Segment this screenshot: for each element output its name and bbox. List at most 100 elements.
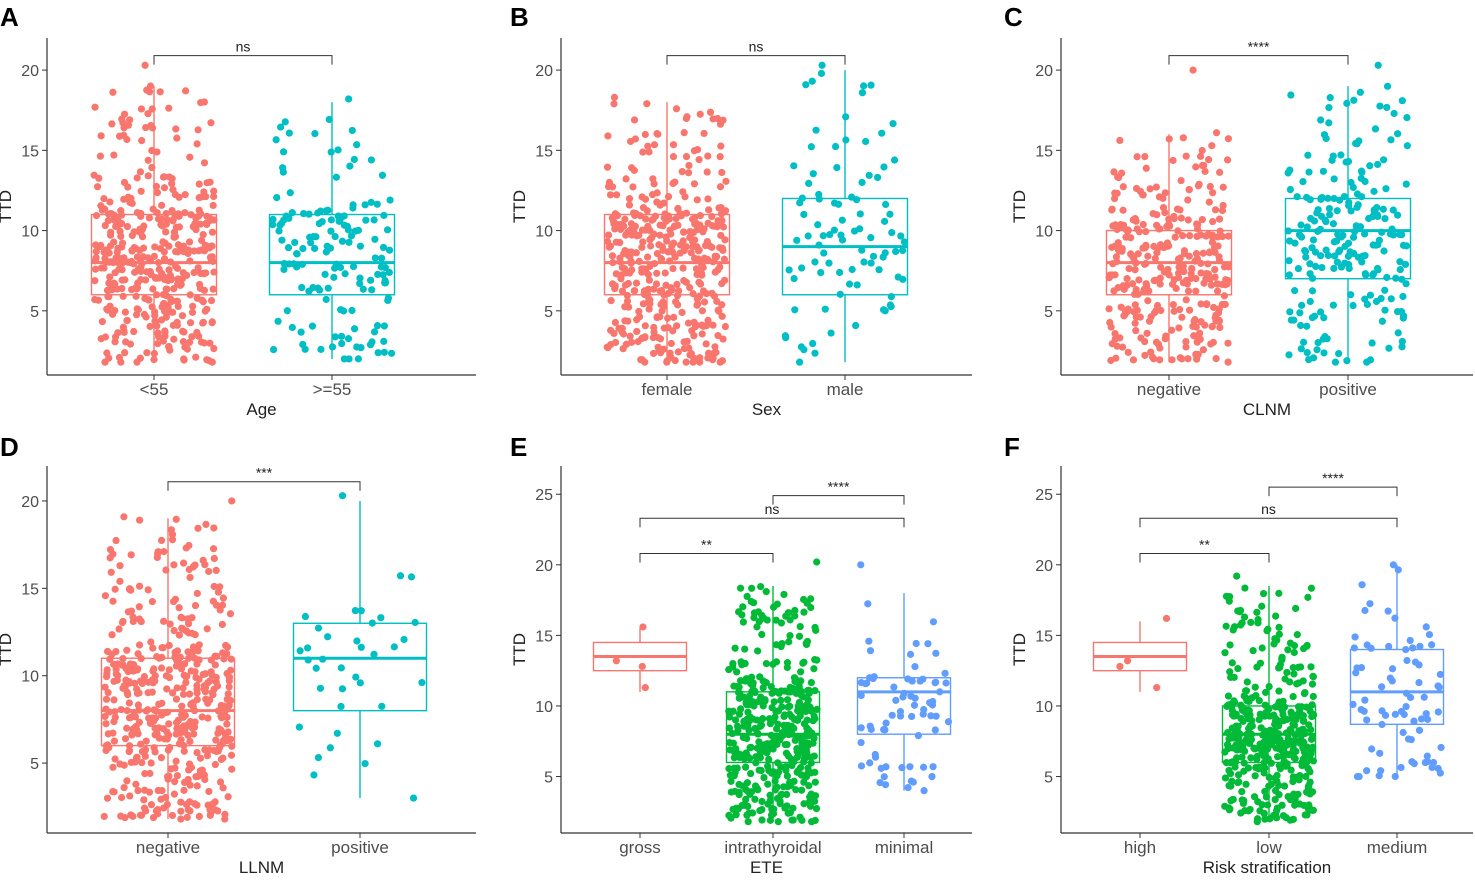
data-point <box>827 329 835 337</box>
data-point <box>1349 233 1358 241</box>
data-point <box>191 654 199 662</box>
data-point <box>1145 317 1154 325</box>
data-point <box>1261 787 1269 796</box>
data-point <box>154 786 162 795</box>
data-point <box>1221 774 1230 782</box>
data-point <box>282 212 290 220</box>
data-point <box>333 729 341 737</box>
data-point <box>305 210 313 218</box>
data-point <box>796 199 804 207</box>
data-point <box>349 204 357 212</box>
data-point <box>134 279 142 287</box>
data-point <box>639 148 647 156</box>
data-point <box>1243 697 1251 705</box>
data-point <box>137 187 145 195</box>
data-point <box>210 554 218 563</box>
data-point <box>716 244 724 252</box>
data-point <box>191 718 199 726</box>
data-point <box>750 613 758 622</box>
data-point <box>797 734 805 742</box>
data-point <box>172 730 180 738</box>
data-point <box>837 231 845 239</box>
data-point <box>811 687 819 695</box>
data-point <box>131 679 139 687</box>
data-point <box>1272 612 1280 620</box>
data-point <box>611 318 619 327</box>
data-point <box>182 544 190 552</box>
data-point <box>1233 572 1241 580</box>
data-point <box>186 573 194 582</box>
data-point <box>144 156 152 164</box>
data-point <box>1294 264 1303 273</box>
data-point <box>150 252 158 260</box>
data-point <box>1347 178 1355 187</box>
data-point <box>763 748 771 756</box>
data-point <box>1222 622 1230 630</box>
data-point <box>180 355 188 363</box>
data-point <box>1410 760 1418 768</box>
data-point <box>892 247 900 256</box>
data-point <box>125 699 133 707</box>
data-point <box>1223 702 1231 710</box>
data-point <box>165 641 173 650</box>
data-point <box>654 333 662 342</box>
data-point <box>1262 793 1271 801</box>
data-point <box>1151 309 1159 317</box>
data-point <box>141 294 149 303</box>
data-point <box>348 306 356 315</box>
data-point <box>107 209 115 218</box>
data-point <box>1152 183 1160 191</box>
data-point <box>196 220 204 228</box>
data-point <box>1293 193 1301 201</box>
data-point <box>860 258 868 266</box>
data-point <box>857 762 866 770</box>
data-point <box>1290 753 1298 762</box>
data-point <box>1184 216 1192 224</box>
data-point <box>653 249 661 258</box>
data-point <box>132 780 140 788</box>
data-point <box>135 641 144 649</box>
data-point <box>752 759 760 767</box>
data-point <box>603 163 612 171</box>
data-point <box>135 516 144 524</box>
data-point <box>745 717 753 725</box>
data-point <box>774 818 782 826</box>
data-point <box>210 268 218 276</box>
data-point <box>1384 607 1392 615</box>
data-point <box>1361 295 1369 303</box>
data-point <box>1198 161 1207 170</box>
data-point <box>206 805 214 814</box>
data-point <box>1321 216 1329 224</box>
data-point <box>378 254 386 262</box>
data-point <box>842 136 850 144</box>
data-point <box>1376 749 1384 757</box>
data-point <box>93 183 102 191</box>
data-point <box>611 225 619 233</box>
data-point <box>607 297 615 305</box>
data-point <box>1212 354 1220 363</box>
data-point <box>210 216 218 224</box>
data-point <box>153 189 162 197</box>
data-point <box>814 221 822 229</box>
data-point <box>898 764 906 772</box>
x-axis-label: LLNM <box>239 858 284 877</box>
data-point <box>119 323 128 331</box>
box-male <box>781 61 909 366</box>
data-point <box>687 350 695 358</box>
data-point <box>178 312 187 320</box>
data-point <box>1209 189 1217 197</box>
data-point <box>871 750 879 759</box>
y-axis-label: TTD <box>1010 190 1029 223</box>
data-point <box>1177 214 1185 222</box>
data-point <box>674 348 682 356</box>
data-point <box>782 612 790 620</box>
data-point <box>137 105 146 113</box>
data-point <box>795 632 804 640</box>
data-point <box>1258 602 1266 610</box>
data-point <box>104 741 112 749</box>
bracket-line <box>639 517 905 528</box>
data-point <box>1297 233 1306 241</box>
data-point <box>1331 252 1339 260</box>
